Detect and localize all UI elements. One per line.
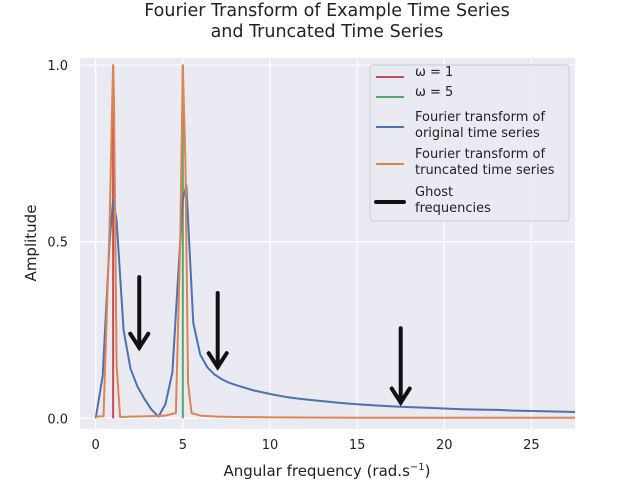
ghost-frequency-arrow-1 [206,290,229,371]
x-tick-label-5: 25 [523,438,540,453]
annotation-layer [128,275,412,407]
x-tick-label-3: 15 [349,438,366,453]
series-line-truncated [95,64,575,419]
x-tick-label-4: 20 [436,438,453,453]
series-layer [94,64,575,419]
legend-label-4-line-0: Ghost [415,185,453,200]
y-tick-label-1: 0.5 [47,236,68,251]
y-tick-label-0: 0.0 [47,412,68,427]
series-line-original [94,184,575,419]
x-tick-label-2: 10 [262,438,279,453]
x-axis-label-suffix: ) [425,462,431,480]
x-axis-label-exponent: −1 [410,462,425,473]
y-axis-label: Amplitude [22,205,40,282]
legend-label-3-line-1: truncated time series [415,163,555,178]
legend-label-0-line-0: ω = 1 [415,65,453,80]
x-axis-label-main: Angular frequency (rad.s [223,462,410,480]
legend-label-2-line-1: original time series [415,126,540,141]
x-tick-label-0: 0 [92,438,100,453]
legend-label-1-line-0: ω = 5 [415,85,453,100]
ghost-frequency-arrow-0 [128,275,151,352]
x-axis-label: Angular frequency (rad.s−1) [223,462,430,480]
legend-entry-1: ω = 5 [376,85,453,100]
y-ticks: 0.0 0.5 1.0 [47,59,68,427]
legend-label-2-line-0: Fourier transform of [415,110,545,125]
x-ticks: 0 5 10 15 20 25 [92,438,540,453]
legend-label-3-line-0: Fourier transform of [415,147,545,162]
legend-entry-0: ω = 1 [376,65,453,80]
ghost-frequency-arrow-2 [389,326,412,407]
legend-label-4-line-1: frequencies [415,201,491,216]
y-tick-label-2: 1.0 [47,59,68,74]
chart-title-line-1: Fourier Transform of Example Time Series [144,1,510,21]
chart-title-line-2: and Truncated Time Series [211,22,444,42]
x-tick-label-1: 5 [179,438,187,453]
legend-box [369,64,570,222]
